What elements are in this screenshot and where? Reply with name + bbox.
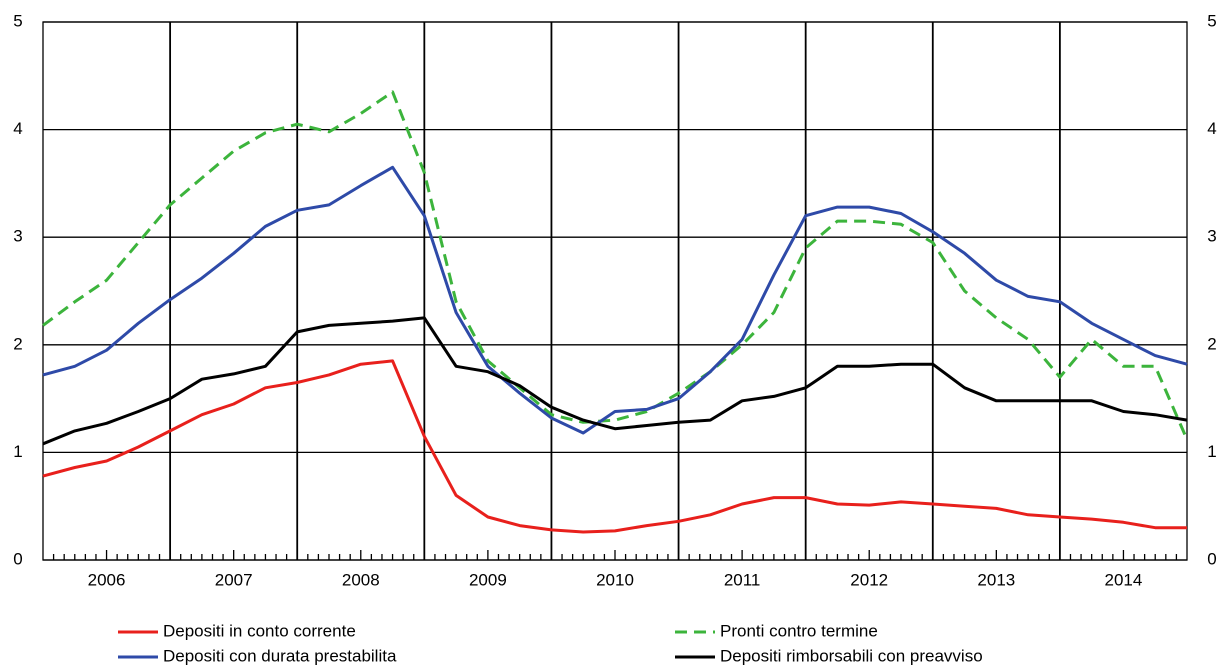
series-line [42,90,1189,441]
legend-label: Depositi in conto corrente [163,621,356,640]
plot-frame [42,21,1188,561]
x-tick-label: 2009 [469,570,507,589]
series-line [42,165,1188,435]
y2-tick-label: 4 [1207,119,1216,138]
legend-label: Pronti contro termine [720,621,878,640]
y-tick-label: 3 [13,227,22,246]
y-tick-label: 4 [13,119,22,138]
y2-tick-label: 5 [1207,11,1216,30]
x-tick-label: 2007 [215,570,253,589]
series-line [42,359,1187,534]
x-tick-label: 2013 [977,570,1015,589]
x-tick-label: 2010 [596,570,634,589]
y2-tick-label: 2 [1207,334,1216,353]
y-tick-label: 5 [13,11,22,30]
y-tick-label: 1 [13,442,22,461]
series-line [42,316,1188,446]
y2-tick-label: 1 [1207,442,1216,461]
x-tick-label: 2012 [850,570,888,589]
y-tick-label: 0 [13,549,22,568]
x-tick-label: 2008 [342,570,380,589]
x-tick-label: 2006 [88,570,126,589]
x-tick-label: 2011 [724,570,761,589]
y2-tick-label: 3 [1207,227,1216,246]
legend-label: Depositi rimborsabili con preavviso [720,646,983,665]
y-tick-label: 2 [13,334,22,353]
x-tick-label: 2014 [1105,570,1143,589]
legend-label: Depositi con durata prestabilita [163,646,397,665]
y2-tick-label: 0 [1207,549,1216,568]
